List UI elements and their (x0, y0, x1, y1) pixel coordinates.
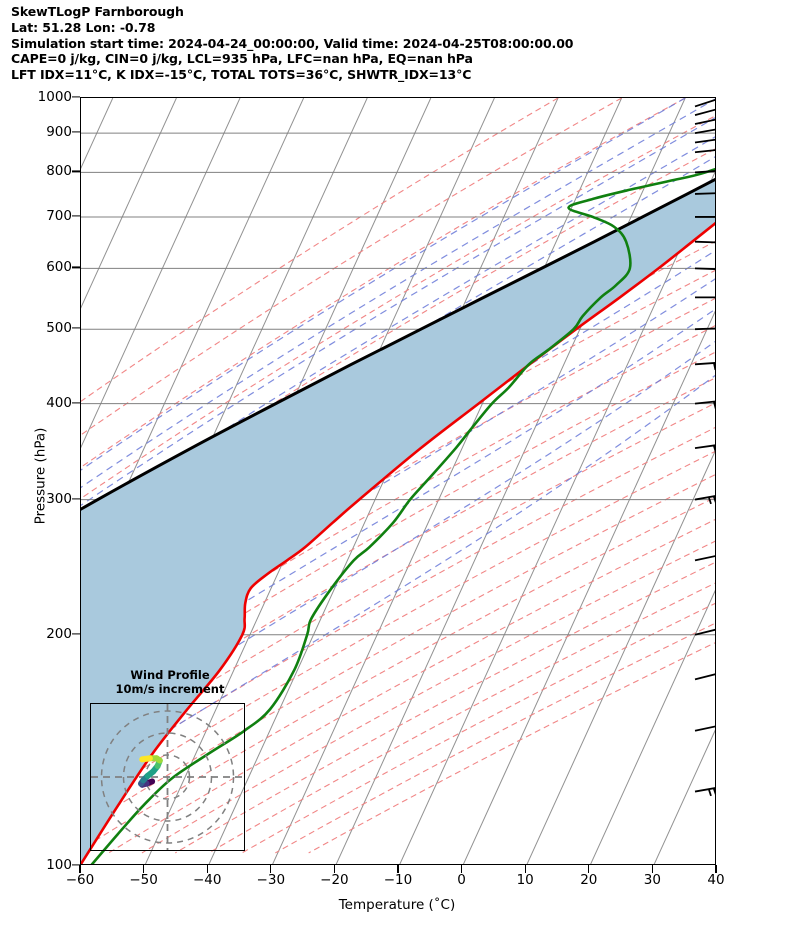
wind-barb (694, 240, 715, 244)
wind-barb (694, 138, 715, 144)
temperature-tick-mark (143, 865, 145, 873)
pressure-tick-label: 500 (46, 320, 72, 337)
pressure-tick-mark (72, 633, 80, 635)
wind-barb (694, 725, 715, 732)
temperature-tick-label: −30 (256, 872, 286, 888)
temperature-tick-mark (461, 865, 463, 873)
temperature-tick-mark (397, 865, 399, 873)
wind-barb (694, 170, 715, 174)
wind-barb (695, 296, 715, 299)
header-title-line: SkewTLogP Farnborough (11, 4, 184, 19)
skewt-plot-area (80, 97, 716, 865)
wind-barb (694, 99, 715, 108)
pressure-tick-label: 1000 (37, 89, 72, 105)
wind-barb (694, 149, 715, 154)
cape-shaded-area (81, 179, 715, 864)
temperature-tick-label: 0 (457, 872, 466, 888)
wind-barb (695, 216, 715, 218)
temperature-tick-label: −50 (129, 872, 158, 888)
temperature-tick-mark (715, 865, 717, 873)
pressure-tick-mark (72, 327, 80, 329)
wind-barb (694, 118, 715, 125)
pressure-tick-mark (72, 497, 80, 500)
wind-profile-hodograph (90, 703, 245, 851)
wind-barb (694, 787, 715, 797)
temperature-tick-label: −40 (192, 872, 222, 888)
pressure-tick-label: 200 (46, 625, 72, 642)
header-indices-line: LFT IDX=11°C, K IDX=-15°C, TOTAL TOTS=36… (11, 67, 472, 83)
wind-barbs (694, 99, 715, 797)
header-time-line: Simulation start time: 2024-04-24_00:00:… (11, 35, 574, 51)
pressure-tick-mark (72, 266, 80, 268)
temperature-tick-mark (333, 865, 335, 873)
wind-barb (694, 128, 715, 135)
temperature-tick-label: 40 (707, 872, 725, 888)
temperature-axis-label: Temperature (˚C) (338, 897, 456, 913)
wind-barb (694, 444, 715, 453)
wind-barb (694, 673, 715, 681)
pressure-tick-mark (72, 402, 80, 404)
wind-profile-title-line1: Wind Profile (130, 668, 210, 682)
pressure-tick-mark (72, 215, 80, 217)
temperature-tick-label: 10 (516, 872, 534, 888)
pressure-tick-mark (72, 864, 80, 866)
temperature-profile-line (81, 221, 715, 864)
wind-barb (694, 495, 715, 505)
skewt-canvas (81, 98, 715, 864)
pressure-axis-label: Pressure (hPa) (32, 427, 49, 525)
wind-barb (694, 362, 715, 371)
wind-barb (694, 628, 715, 636)
pressure-tick-mark (72, 170, 80, 173)
temperature-tick-label: −60 (65, 872, 95, 888)
temperature-tick-mark (79, 865, 81, 873)
pressure-tick-mark (72, 96, 80, 98)
figure-header: SkewTLogP Farnborough Lat: 51.28 Lon: -0… (11, 4, 781, 83)
wind-barb (694, 327, 715, 331)
pressure-tick-label: 800 (46, 163, 72, 180)
temperature-tick-mark (588, 865, 590, 873)
pressure-tick-label: 600 (46, 259, 72, 276)
hodograph-crosshair (91, 704, 244, 850)
pressure-tick-label: 400 (46, 394, 72, 411)
wind-barb (694, 400, 715, 410)
wind-barb (694, 267, 715, 270)
hodograph-wind-trace (138, 755, 163, 788)
pressure-tick-label: 700 (46, 207, 72, 224)
wind-profile-title-line2: 10m/s increment (115, 682, 225, 696)
wind-profile-title: Wind Profile 10m/s increment (90, 668, 250, 696)
temperature-tick-label: 20 (580, 872, 598, 888)
header-cape-line: CAPE=0 j/kg, CIN=0 j/kg, LCL=935 hPa, LF… (11, 51, 473, 67)
temperature-tick-mark (206, 865, 208, 873)
pressure-tick-label: 100 (46, 857, 72, 873)
wind-barb (694, 108, 715, 116)
wind-barb (694, 555, 715, 562)
temperature-tick-label: −10 (383, 872, 413, 888)
hodograph-canvas (91, 704, 244, 850)
temperature-tick-label: −20 (320, 872, 349, 888)
pressure-tick-label: 300 (46, 490, 72, 507)
temperature-tick-mark (524, 865, 526, 873)
temperature-tick-label: 30 (643, 872, 661, 888)
header-location-line: Lat: 51.28 Lon: -0.78 (11, 19, 156, 35)
temperature-tick-mark (270, 865, 272, 873)
pressure-tick-mark (72, 131, 80, 133)
parcel-profile-line (81, 177, 715, 511)
pressure-tick-label: 900 (46, 124, 72, 141)
wind-barb (694, 192, 715, 195)
temperature-tick-mark (651, 865, 653, 873)
